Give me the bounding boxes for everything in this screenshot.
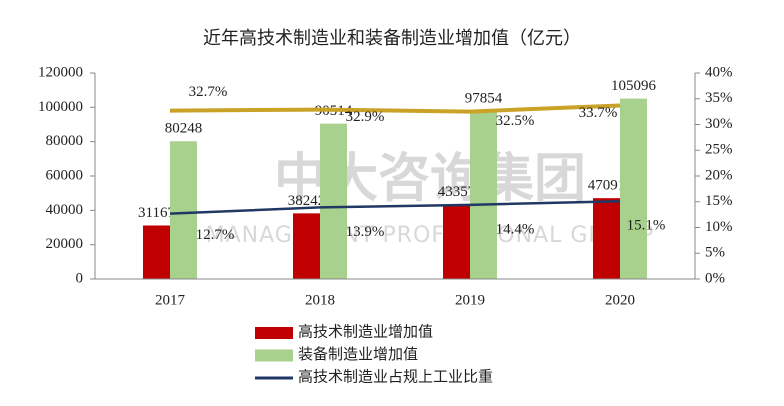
x-tick-label: 2017	[155, 292, 186, 308]
y-tick-label: 40000	[46, 202, 84, 218]
x-tick-label: 2018	[305, 292, 335, 308]
bar-value-label: 105096	[611, 78, 657, 94]
y2-tick-label: 40%	[705, 64, 733, 80]
y-tick-label: 0	[76, 270, 84, 286]
bar-value-label: 80248	[165, 121, 203, 137]
line-value-label: 15.1%	[627, 218, 666, 234]
y-tick-label: 60000	[46, 167, 84, 183]
line-value-label: 14.4%	[496, 221, 535, 237]
bar	[620, 98, 647, 279]
x-tick-label: 2019	[455, 292, 485, 308]
y-tick-label: 120000	[38, 64, 83, 80]
bar-value-label: 47091	[588, 178, 626, 194]
bar	[443, 204, 470, 279]
legend-swatch	[255, 327, 293, 339]
x-tick-label: 2020	[605, 292, 635, 308]
y2-tick-label: 20%	[705, 167, 733, 183]
legend-label: 高技术制造业增加值	[298, 323, 433, 340]
watermark: MANAGEMENT PROFESSIONAL GROUP	[206, 223, 655, 248]
y2-tick-label: 5%	[705, 245, 725, 261]
y2-tick-label: 0%	[705, 270, 725, 286]
legend-swatch	[255, 349, 293, 362]
bar-value-label: 43357	[438, 184, 476, 200]
bar-value-label: 31167	[138, 205, 175, 221]
bar-value-label: 38242	[288, 193, 326, 209]
bar	[170, 141, 197, 279]
y2-tick-label: 30%	[705, 116, 733, 132]
y-tick-label: 100000	[38, 99, 83, 115]
y2-tick-label: 25%	[705, 142, 733, 158]
bar	[320, 123, 347, 279]
legend-label: 装备制造业增加值	[298, 346, 418, 363]
bar	[593, 198, 620, 279]
chart-title: 近年高技术制造业和装备制造业增加值（亿元）	[203, 28, 581, 48]
line	[169, 103, 621, 114]
y2-tick-label: 10%	[705, 219, 733, 235]
line-value-label: 12.7%	[196, 227, 235, 243]
line-value-label: 13.9%	[346, 224, 385, 240]
bar-value-label: 97854	[465, 90, 503, 106]
line-value-label: 32.9%	[346, 109, 385, 125]
bar	[143, 225, 170, 279]
y-tick-label: 20000	[46, 236, 84, 252]
y-tick-label: 80000	[46, 133, 84, 149]
legend-label: 高技术制造业占规上工业比重	[298, 368, 493, 385]
y2-tick-label: 35%	[705, 90, 733, 106]
line-value-label: 33.7%	[579, 105, 618, 121]
bar	[470, 111, 497, 279]
line-value-label: 32.5%	[496, 113, 535, 129]
line	[169, 199, 621, 215]
y2-tick-label: 15%	[705, 193, 733, 209]
line-value-label: 32.7%	[189, 84, 228, 100]
bar	[293, 213, 320, 279]
